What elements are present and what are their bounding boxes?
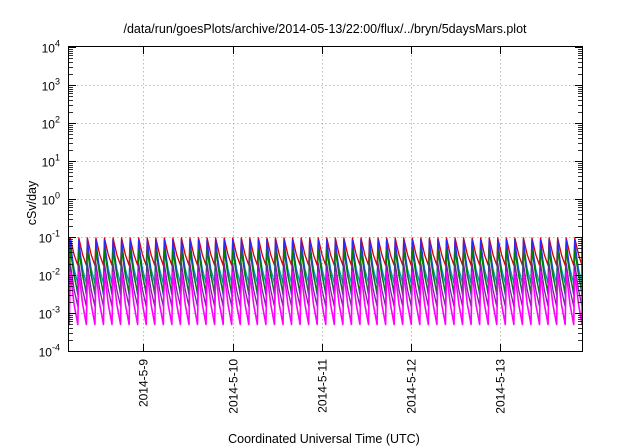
y-tick-exponent: -3 [52,305,60,315]
x-tick-label: 2014-5-11 [316,359,330,413]
y-tick-base: 10 [42,80,56,94]
x-tick-label: 2014-5-10 [227,359,241,414]
series-line [68,237,583,266]
y-tick-base: 10 [39,232,53,246]
y-tick-exponent: 0 [55,191,60,201]
x-axis-label: Coordinated Universal Time (UTC) [228,432,420,446]
y-tick-base: 10 [42,194,56,208]
y-tick-exponent: -2 [52,267,60,277]
y-tick-label: 100 [42,191,60,208]
y-tick-label: 10-3 [39,305,60,322]
y-tick-label: 101 [42,153,60,170]
chart-title: /data/run/goesPlots/archive/2014-05-13/2… [123,22,527,36]
y-tick-label: 102 [42,115,60,132]
y-tick-exponent: 1 [55,153,60,163]
series-layer [68,237,583,326]
y-tick-base: 10 [42,118,56,132]
series-line [68,271,583,326]
x-tick-label: 2014-5-9 [137,359,151,407]
y-tick-exponent: 3 [55,77,60,87]
axis-ticks [69,47,582,352]
x-tick-label: 2014-5-12 [405,359,419,414]
y-tick-exponent: -4 [52,343,60,353]
y-tick-base: 10 [42,156,56,170]
y-tick-exponent: 4 [55,39,60,49]
y-tick-exponent: -1 [52,229,60,239]
y-tick-exponent: 2 [55,115,60,125]
y-tick-label: 104 [42,39,60,56]
y-tick-label: 10-4 [39,343,60,360]
plot-frame [68,46,583,352]
y-tick-label: 103 [42,77,60,94]
y-tick-base: 10 [42,42,56,56]
y-tick-label: 10-1 [39,229,60,246]
x-tick-labels: 2014-5-9 2014-5-10 2014-5-11 2014-5-12 2014-… [137,359,508,414]
y-tick-base: 10 [39,270,53,284]
y-tick-base: 10 [39,308,53,322]
y-tick-base: 10 [39,346,53,360]
x-tick-label: 2014-5-13 [494,359,508,414]
y-tick-label: 10-2 [39,267,60,284]
y-axis-label: cSv/day [25,180,39,225]
